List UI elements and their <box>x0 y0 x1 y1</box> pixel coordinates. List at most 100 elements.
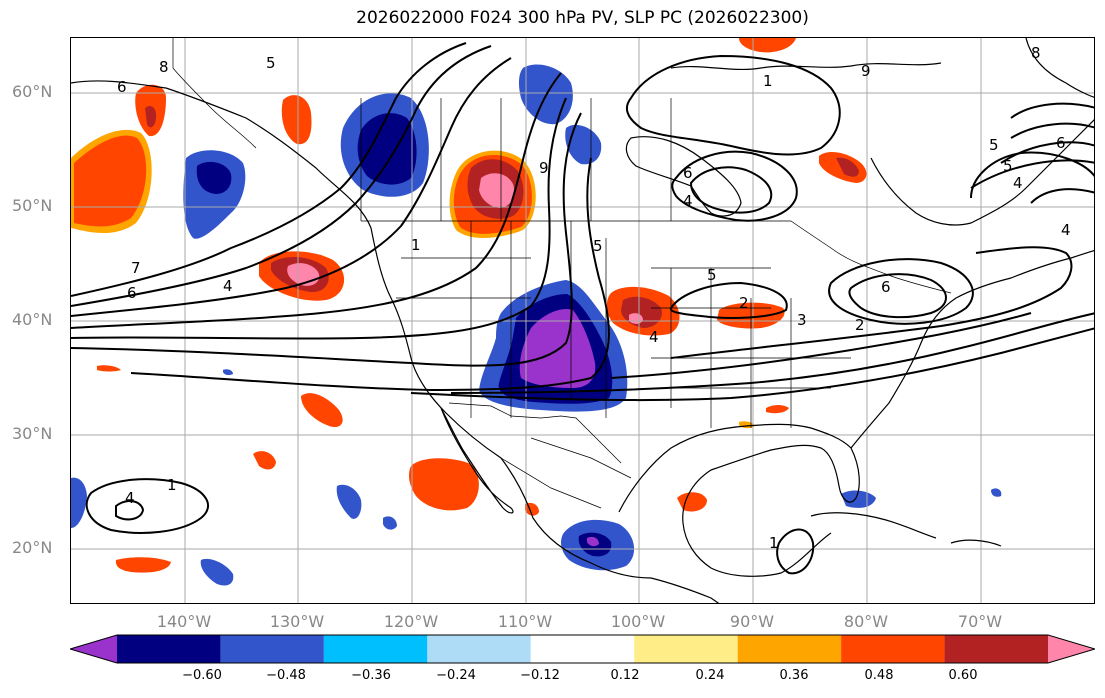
contour-line <box>71 57 512 317</box>
contour-label: 9 <box>861 62 871 80</box>
contour-line <box>669 281 788 319</box>
colorbar-segment <box>737 635 842 663</box>
pv-negative-region <box>336 484 362 519</box>
contour-label: 1 <box>167 476 177 494</box>
pv-positive-region <box>301 393 343 428</box>
coastline-greenland <box>1025 38 1094 98</box>
pv-positive-region <box>677 492 707 512</box>
contour-line <box>625 54 841 156</box>
lon-label-120w: 120°W <box>383 612 439 631</box>
lat-label-40n: 40°N <box>12 310 53 329</box>
lon-label-100w: 100°W <box>610 612 666 631</box>
colorbar-tick-label: −0.12 <box>520 668 560 683</box>
pv-positive-region <box>766 405 789 414</box>
slp-contours <box>71 42 1094 575</box>
colorbar-segment <box>841 635 945 663</box>
colorbar-segment <box>117 635 221 663</box>
contour-line <box>71 112 582 367</box>
contour-line <box>130 157 610 392</box>
contour-label: 6 <box>881 278 891 296</box>
colorbar-segment <box>1048 635 1095 663</box>
pv-negative-region <box>991 488 1002 497</box>
contour-line <box>776 528 815 575</box>
coastline-labrador <box>870 119 1094 226</box>
contour-label: 5 <box>593 237 603 255</box>
pv-negative-region <box>383 516 397 530</box>
lat-label-60n: 60°N <box>12 82 53 101</box>
coastline-arctic <box>670 62 942 71</box>
contour-line <box>450 312 1094 394</box>
colorbar-tick-label: 0.12 <box>610 668 640 683</box>
pv-negative-region <box>841 490 876 508</box>
political-borders <box>172 38 952 509</box>
contour-label: 1 <box>411 236 421 254</box>
colorbar-tick-label: −0.24 <box>436 668 476 683</box>
colorbar-segment <box>944 635 1048 663</box>
map-title: 2026022000 F024 300 hPa PV, SLP PC (2026… <box>356 8 809 28</box>
pv-positive-region <box>74 135 147 227</box>
contour-label: 2 <box>855 316 865 334</box>
colorbar-tick-label: 0.24 <box>695 668 725 683</box>
pv-negative-region <box>200 558 234 586</box>
contour-line <box>670 246 1073 359</box>
contour-label: 5 <box>989 136 999 154</box>
colorbar-segments <box>70 635 1095 663</box>
contour-line <box>610 312 1032 379</box>
contour-label: 1 <box>769 534 779 552</box>
lon-label-140w: 140°W <box>156 612 212 631</box>
lon-label-130w: 130°W <box>269 612 325 631</box>
pv-negative-region <box>71 477 87 528</box>
border-us-mexico <box>448 402 622 464</box>
contour-label: 9 <box>539 159 549 177</box>
coastline-west <box>71 80 720 603</box>
coastline-gulf <box>618 423 860 577</box>
contour-line <box>71 45 492 307</box>
lat-label-20n: 20°N <box>12 538 53 557</box>
pv-positive-region <box>479 173 515 208</box>
lon-label-70w: 70°W <box>957 612 1003 631</box>
pv-negative-region <box>223 369 233 376</box>
contour-label: 6 <box>117 78 127 96</box>
contour-line <box>85 478 210 534</box>
colorbar-tick-label: −0.36 <box>351 668 391 683</box>
pv-shading <box>71 38 1002 586</box>
colorbar-segment <box>323 635 428 663</box>
border-mexico-states <box>500 437 632 509</box>
graticule <box>71 38 1094 603</box>
contour-label: 6 <box>127 284 137 302</box>
contour-label: 4 <box>649 328 659 346</box>
colorbar-outline <box>70 634 1095 664</box>
contour-label: 1 <box>763 72 773 90</box>
contour-label: 2 <box>739 294 749 312</box>
pv-positive-region <box>253 451 276 470</box>
pv-positive-region <box>281 95 312 145</box>
contour-label: 5 <box>707 266 717 284</box>
colorbar-tick-label: 0.60 <box>948 668 978 683</box>
colorbar-tick-label: −0.60 <box>182 668 222 683</box>
contour-line <box>71 42 467 297</box>
coastline-hispaniola <box>950 539 1002 547</box>
colorbar-tick-label: 0.36 <box>779 668 809 683</box>
contour-line <box>71 72 562 329</box>
contour-line <box>71 97 567 340</box>
contour-line <box>970 151 1094 199</box>
contour-line <box>848 273 947 319</box>
contour-line <box>689 166 773 214</box>
contour-line <box>410 327 1094 402</box>
pv-negative-region <box>587 536 599 547</box>
colorbar-segment <box>634 635 738 663</box>
contour-label: 4 <box>1013 174 1023 192</box>
lat-label-50n: 50°N <box>12 196 53 215</box>
pv-positive-region <box>115 557 171 573</box>
contour-label: 4 <box>683 192 693 210</box>
contour-line <box>1030 188 1094 204</box>
border-alaska <box>172 38 257 149</box>
pv-positive-region <box>145 106 157 128</box>
colorbar-segment <box>530 635 635 663</box>
contour-line <box>970 102 1094 189</box>
colorbar-tick-label: −0.48 <box>266 668 306 683</box>
colorbar-segment <box>70 635 117 663</box>
lat-label-30n: 30°N <box>12 424 53 443</box>
pv-positive-region <box>836 157 859 177</box>
coastline-baja <box>440 407 514 514</box>
